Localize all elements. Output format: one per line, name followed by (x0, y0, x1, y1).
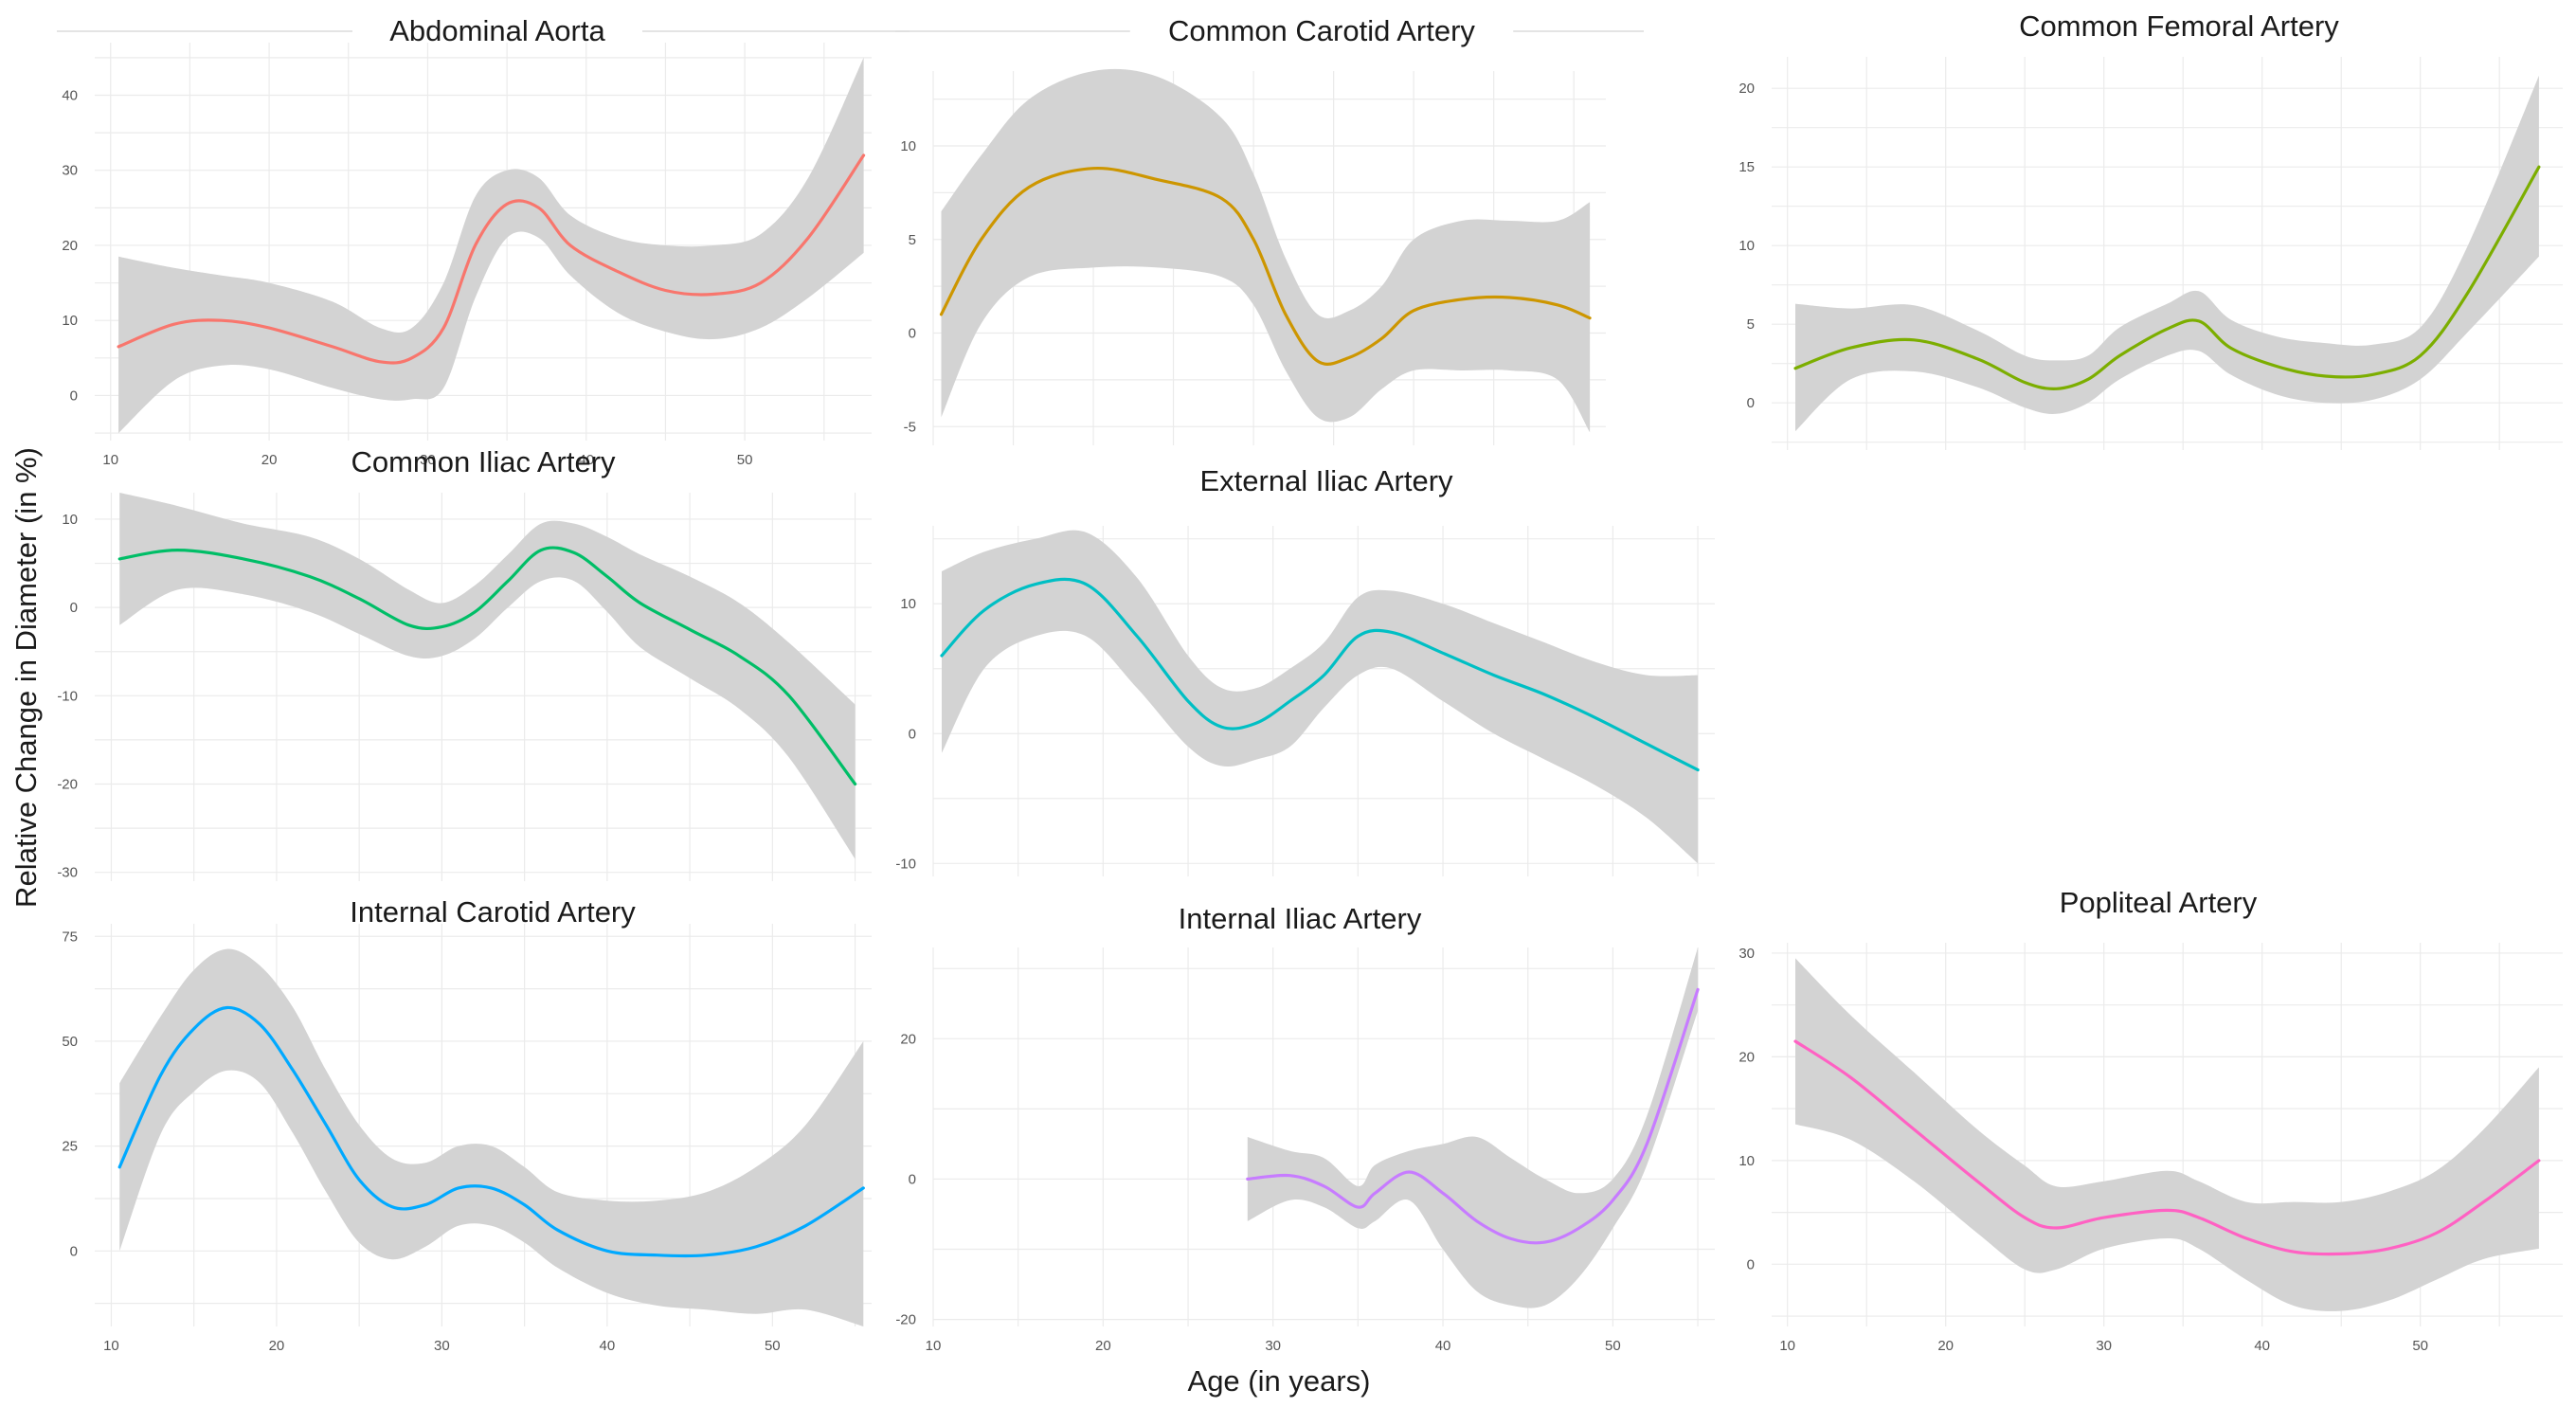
x-tick-label: 40 (600, 1338, 616, 1354)
y-tick-label: 20 (900, 1031, 916, 1047)
panel-4: Common Iliac Artery -30 -20 -10 0 10 (57, 445, 872, 881)
y-tick-label: 0 (1747, 1256, 1755, 1272)
grid (1772, 57, 2563, 450)
y-tick-label: 0 (70, 600, 78, 616)
y-axis-label: Relative Change in Diameter (in %) (9, 447, 43, 908)
confidence-band (941, 68, 1591, 433)
fit-line (940, 577, 1700, 772)
confidence-band (119, 948, 864, 1326)
y-tick-label: 30 (62, 163, 78, 179)
y-tick-label: 40 (62, 87, 78, 103)
y-tick-label: -10 (57, 688, 78, 704)
x-tick-label: 40 (578, 452, 594, 468)
y-tick-label: 10 (1738, 1153, 1755, 1169)
panel-title: Common Iliac Artery (351, 445, 616, 478)
y-tick-label: 10 (900, 596, 916, 612)
y-tick-label: 20 (1738, 1049, 1755, 1065)
x-tick-label: 30 (2096, 1338, 2112, 1354)
panel-6: Internal Carotid Artery 0 25 50 75 10 20 30 40 50 (62, 895, 872, 1354)
fit-line (117, 1005, 865, 1258)
y-tick-label: -30 (57, 865, 78, 881)
panel-3: Common Femoral Artery 0 5 10 15 20 (1738, 9, 2563, 450)
fit-line (1246, 987, 1700, 1245)
y-tick-label: 0 (909, 326, 916, 342)
y-tick-label: 5 (1747, 316, 1755, 333)
fit-line (117, 153, 866, 365)
fit-line (939, 166, 1592, 366)
panel-title: Abdominal Aorta (389, 14, 605, 47)
x-tick-label: 30 (1265, 1338, 1281, 1354)
x-tick-label: 40 (1435, 1338, 1451, 1354)
x-tick-label: 10 (1779, 1338, 1795, 1354)
y-tick-label: -5 (904, 419, 916, 435)
x-tick-label: 50 (737, 452, 753, 468)
panel-5: External Iliac Artery -10 0 10 (895, 464, 1715, 876)
y-tick-label: 0 (909, 726, 916, 742)
fit-line (1793, 1039, 2541, 1256)
y-tick-label: -20 (57, 777, 78, 793)
y-tick-label: 20 (62, 238, 78, 254)
grid (932, 947, 1715, 1326)
y-tick-label: 0 (70, 388, 78, 404)
panel-title: Common Femoral Artery (2019, 9, 2339, 43)
y-tick-label: -20 (895, 1312, 916, 1328)
panel-7: Internal Iliac Artery -20 0 20 10 20 30 40 50 (895, 902, 1715, 1354)
y-tick-label: 10 (62, 313, 78, 329)
y-tick-label: 50 (62, 1034, 78, 1050)
y-tick-label: -10 (895, 856, 916, 872)
x-tick-label: 40 (2254, 1338, 2270, 1354)
panel-1: Abdominal Aorta 0 10 20 30 40 10 20 30 40 50 (57, 14, 910, 468)
confidence-band (1795, 958, 2539, 1311)
x-tick-label: 10 (102, 452, 118, 468)
x-tick-label: 10 (103, 1338, 119, 1354)
x-tick-label: 10 (926, 1338, 942, 1354)
y-tick-label: 20 (1738, 81, 1755, 97)
x-tick-label: 30 (434, 1338, 450, 1354)
y-tick-label: 10 (1738, 238, 1755, 254)
y-tick-label: 30 (1738, 946, 1755, 962)
fit-line (1793, 165, 2541, 390)
y-tick-label: 75 (62, 929, 78, 945)
x-tick-label: 20 (1095, 1338, 1111, 1354)
y-tick-label: 15 (1738, 159, 1755, 175)
y-tick-label: 25 (62, 1139, 78, 1155)
panel-title: Common Carotid Artery (1168, 14, 1475, 47)
panel-title: Internal Carotid Artery (350, 895, 636, 929)
x-tick-label: 20 (1937, 1338, 1954, 1354)
confidence-band (1795, 75, 2539, 432)
fit-line (117, 546, 857, 786)
y-tick-label: 5 (909, 232, 916, 248)
x-tick-label: 50 (1605, 1338, 1621, 1354)
confidence-band (942, 530, 1699, 864)
y-tick-label: 10 (62, 512, 78, 528)
x-tick-label: 50 (765, 1338, 781, 1354)
panel-2: Common Carotid Artery -5 0 5 10 (895, 14, 1644, 445)
panel-title: External Iliac Artery (1199, 464, 1453, 497)
x-axis-label: Age (in years) (1188, 1364, 1371, 1398)
confidence-band (119, 493, 856, 859)
panel-title: Internal Iliac Artery (1179, 902, 1422, 935)
panel-title: Popliteal Artery (2060, 886, 2258, 919)
x-tick-label: 20 (261, 452, 278, 468)
x-tick-label: 30 (420, 452, 436, 468)
y-tick-label: 10 (900, 138, 916, 154)
confidence-band (1247, 947, 1699, 1308)
x-tick-label: 20 (269, 1338, 285, 1354)
x-tick-label: 50 (2412, 1338, 2428, 1354)
panel-8: Popliteal Artery 0 10 20 30 10 20 30 40 50 (1738, 886, 2563, 1354)
y-tick-label: 0 (70, 1243, 78, 1259)
y-tick-label: 0 (1747, 395, 1755, 411)
y-tick-label: 0 (909, 1171, 916, 1187)
